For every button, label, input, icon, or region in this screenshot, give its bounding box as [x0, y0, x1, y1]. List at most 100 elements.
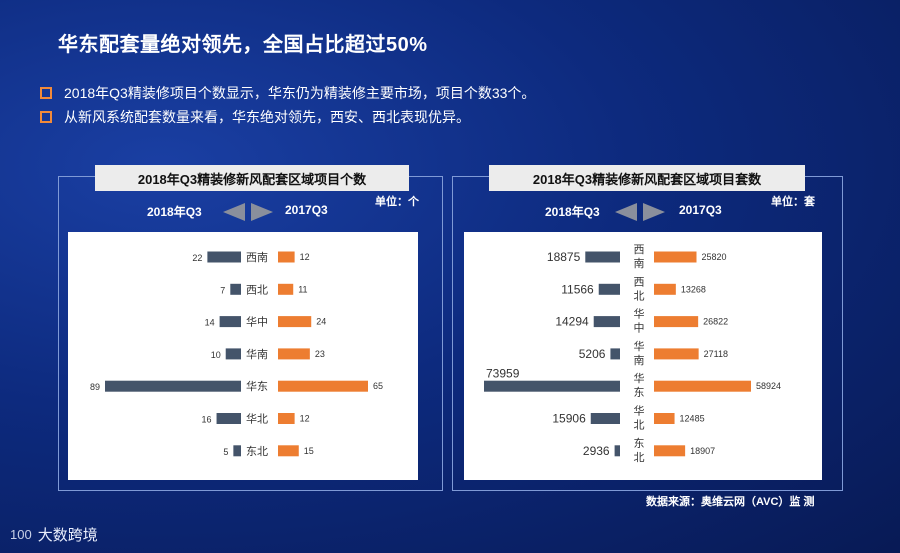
bullet-square-icon [40, 111, 52, 123]
value-label-2017: 65 [373, 381, 383, 391]
value-label-2017: 11 [298, 284, 307, 294]
category-label: 华 [634, 339, 645, 353]
chart-plot-area: 18875 西南 25820 11566 西北 13268 14294 华中 26822 5206… [464, 232, 822, 480]
bar-2017-3 [278, 348, 310, 360]
bar-2017-4 [654, 380, 751, 392]
unit-label: 单位：个 [375, 196, 419, 208]
bar-2017-5 [278, 413, 295, 424]
value-label-2018: 5206 [579, 347, 606, 361]
bullet-item: 从新风系统配套数量来看，华东绝对领先，西安、西北表现优异。 [40, 106, 535, 128]
chart-plot-area: 22 西南 12 7 西北 11 14 华中 24 10 华南 23 89 华东 65 16 华北 12 5 东北 15 [68, 232, 418, 480]
value-label-2018: 73959 [486, 367, 520, 381]
chart-title: 2018年Q3精装修新风配套区域项目套数 [489, 165, 805, 191]
bullet-list: 2018年Q3精装修项目个数显示，华东仍为精装修主要市场，项目个数33个。 从新… [40, 82, 535, 128]
category-label: 华南 [246, 347, 268, 361]
value-label-2018: 15906 [552, 412, 586, 426]
value-label-2017: 23 [315, 349, 325, 359]
value-label-2018: 11566 [561, 282, 594, 296]
chart-panel-unit-count: 2018年Q3精装修新风配套区域项目套数 2018年Q3 2017Q3 单位：套… [452, 165, 843, 491]
value-label-2018: 16 [202, 415, 212, 425]
value-label-2017: 26822 [703, 317, 728, 327]
legend-2018: 2018年Q3 [147, 205, 202, 219]
category-label: 华 [634, 371, 645, 385]
bar-2018-2 [593, 316, 620, 328]
value-label-2017: 12 [300, 252, 310, 262]
bar-2018-1 [230, 283, 241, 295]
value-label-2018: 22 [192, 253, 202, 263]
bar-2017-3 [654, 348, 699, 360]
bullet-text: 从新风系统配套数量来看，华东绝对领先，西安、西北表现优异。 [64, 109, 470, 125]
compare-arrows-icon [615, 203, 665, 221]
bar-2018-1 [598, 283, 620, 295]
value-label-2017: 18907 [690, 446, 715, 456]
value-label-2018: 5 [223, 447, 228, 457]
value-label-2018: 14 [205, 318, 215, 328]
bar-2018-3 [610, 348, 620, 360]
bar-2017-6 [278, 445, 299, 457]
logo-text: 大数跨境 [37, 527, 98, 544]
value-label-2017: 12485 [680, 414, 705, 424]
category-label: 西南 [246, 251, 268, 264]
category-label: 西北 [246, 283, 268, 296]
legend-2017: 2017Q3 [285, 203, 328, 217]
value-label-2018: 7 [220, 285, 225, 295]
legend-2017: 2017Q3 [679, 203, 722, 217]
chart-panel-project-count: 2018年Q3精装修新风配套区域项目个数 2018年Q3 2017Q3 单位：个… [58, 165, 443, 491]
value-label-2018: 89 [90, 382, 100, 392]
value-label-2017: 13268 [681, 284, 706, 294]
bar-2018-4 [484, 380, 620, 392]
value-label-2017: 24 [316, 317, 326, 327]
value-label-2018: 2936 [583, 444, 610, 458]
category-label: 东北 [246, 445, 268, 458]
bar-chart-project-count: 22 西南 12 7 西北 11 14 华中 24 10 华南 23 89 华东 65 16 华北 12 5 东北 15 [90, 251, 383, 458]
category-label: 华东 [246, 379, 268, 393]
bar-2018-6 [233, 445, 241, 457]
brand-logo: 100 大数跨境 [10, 524, 98, 545]
data-source: 数据来源：奥维云网（AVC）监 测 [646, 496, 815, 508]
value-label-2017: 27118 [704, 349, 728, 359]
bullet-square-icon [40, 87, 52, 99]
category-label: 西 [634, 244, 645, 256]
bar-2018-0 [207, 251, 241, 263]
category-label: 华北 [246, 412, 268, 426]
category-label: 华 [634, 307, 645, 321]
bar-2017-6 [654, 445, 686, 457]
chart-title: 2018年Q3精装修新风配套区域项目个数 [95, 165, 409, 191]
bar-2017-0 [278, 251, 295, 263]
category-label: 南 [634, 257, 645, 270]
bar-2017-1 [654, 283, 676, 295]
value-label-2018: 14294 [555, 315, 589, 329]
value-label-2018: 10 [211, 350, 221, 360]
bar-2018-6 [614, 445, 620, 457]
bar-2017-0 [654, 251, 697, 263]
value-label-2017: 58924 [756, 381, 781, 391]
bullet-text: 2018年Q3精装修项目个数显示，华东仍为精装修主要市场，项目个数33个。 [64, 85, 536, 101]
bar-2018-4 [105, 380, 241, 392]
category-label: 华中 [246, 315, 268, 329]
legend-row: 2018年Q3 2017Q3 [59, 201, 442, 221]
bar-2017-5 [654, 413, 675, 424]
bar-2017-2 [278, 316, 312, 328]
category-label: 华 [634, 404, 645, 418]
category-label: 北 [634, 289, 645, 302]
bar-2018-0 [585, 251, 620, 263]
bar-2018-5 [590, 413, 620, 424]
compare-arrows-icon [223, 203, 273, 221]
bar-2017-1 [278, 283, 294, 295]
category-label: 东 [634, 386, 645, 399]
category-label: 南 [634, 354, 645, 367]
bar-2018-2 [219, 316, 241, 328]
bar-2018-3 [225, 348, 241, 360]
unit-label: 单位：套 [771, 196, 815, 208]
category-label: 北 [634, 451, 645, 464]
value-label-2017: 25820 [702, 252, 727, 262]
category-label: 东 [634, 437, 645, 450]
legend-2018: 2018年Q3 [545, 205, 600, 219]
page-title: 华东配套量绝对领先，全国占比超过50% [58, 34, 428, 56]
bar-2017-2 [654, 316, 699, 328]
bar-2018-5 [216, 413, 241, 424]
value-label-2017: 12 [300, 414, 310, 424]
category-label: 西 [634, 276, 645, 288]
category-label: 中 [634, 322, 645, 335]
